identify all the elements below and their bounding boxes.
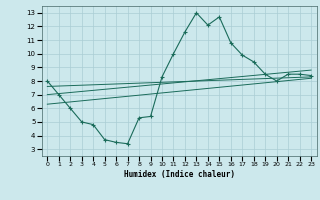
X-axis label: Humidex (Indice chaleur): Humidex (Indice chaleur) [124,170,235,179]
